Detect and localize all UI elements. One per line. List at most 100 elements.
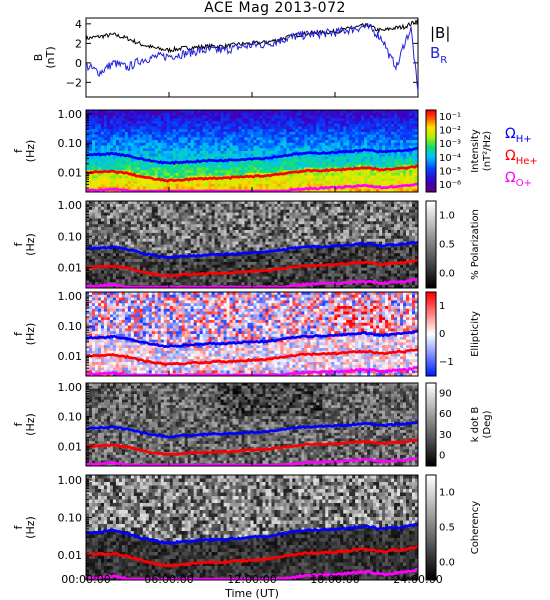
spectrogram-cell [145,238,150,242]
spectrogram-cell [226,224,230,228]
spectrogram-cell [100,244,105,248]
spectrogram-cell [388,183,392,187]
spectrogram-cell [121,232,126,237]
spectrogram-cell [118,186,123,190]
spectrogram-cell [124,270,129,274]
spectrogram-cell [202,170,207,174]
spectrogram-cell [145,230,150,234]
spectrogram-cell [94,110,99,114]
spectrogram-cell [163,126,168,130]
spectrogram-cell [349,161,353,166]
spectrogram-cell [331,126,335,130]
spectrogram-cell [148,247,153,251]
spectrogram-cell [307,118,311,122]
spectrogram-cell [271,129,275,133]
spectrogram-cell [385,189,389,193]
spectrogram-cell [274,118,278,122]
spectrogram-cell [154,131,159,135]
spectrogram-cell [193,142,198,146]
spectrogram-cell [94,201,99,205]
spectrogram-cell [190,142,195,146]
spectrogram-cell [364,186,368,190]
spectrogram-cell [307,178,311,182]
spectrogram-cell [100,115,105,119]
spectrogram-cell [328,172,332,176]
spectrogram-cell [100,221,105,225]
colorbar-swatch [426,122,436,125]
spectrogram-cell [253,134,257,138]
spectrogram-cell [196,201,201,205]
spectrogram-cell [187,134,192,138]
spectrogram-cell [145,120,150,125]
spectrogram-cell [139,172,144,176]
spectrogram-cell [334,140,338,144]
spectrogram-cell [160,206,165,211]
spectrogram-cell [157,227,162,231]
spectrogram-cell [403,145,407,149]
spectrogram-cell [250,153,254,157]
spectrogram-cell [211,241,216,245]
spectrogram-cell [130,142,135,146]
spectrogram-cell [328,131,332,135]
spectrogram-cell [139,131,144,135]
spectrogram-cell [409,159,413,163]
spectrogram-cell [202,145,207,149]
spectrogram-cell [157,164,162,168]
spectrogram-cell [97,186,102,190]
spectrogram-cell [145,264,150,269]
spectrogram-cell [331,115,335,119]
spectrogram-cell [319,175,323,179]
spectrogram-cell [289,140,293,144]
spectrogram-cell [400,134,404,138]
spectrogram-cell [340,140,344,144]
colorbar-frame [425,109,437,193]
spectrogram-cell [154,206,159,211]
spectrogram-cell [145,235,150,240]
spectrogram-cell [136,201,141,205]
spectrogram-cell [172,167,177,171]
spectrogram-cell [166,232,171,237]
spectrogram-cell [103,110,108,114]
spectrogram-cell [250,164,254,168]
spectrogram-cell [253,118,257,122]
spectrogram-cell [172,227,177,231]
spectrogram-cell [112,235,117,240]
spectrogram-cell [244,115,248,119]
spectrogram-cell [217,170,221,174]
spectrogram-cell [94,227,99,231]
spectrogram-cell [133,206,138,211]
spectrogram-cell [121,161,126,166]
spectrogram-cell [86,224,90,228]
spectrogram-cell [253,120,257,125]
spectrogram-cell [364,175,368,179]
spectrogram-cell [124,145,129,149]
spectrogram-cell [94,224,99,228]
spectrogram-cell [100,218,105,222]
spectrogram-cell [86,276,90,280]
spectrogram-cell [253,123,257,127]
spectrogram-cell [307,131,311,135]
spectrogram-cell [250,145,254,149]
spectrogram-cell [190,112,195,116]
spectrogram-cell [166,206,171,211]
spectrogram-cell [148,156,153,160]
spectrogram-cell [208,161,213,166]
spectrogram-cell [310,172,314,176]
spectrogram-cell [385,170,389,174]
spectrogram-cell [262,161,266,166]
omega-he-gyrofrequency-line [85,164,419,183]
spectrogram-cell [169,134,174,138]
spectrogram-cell [169,224,174,228]
spectrogram-cell [310,123,314,127]
spectrogram-cell [409,145,413,149]
spectrogram-cell [226,120,230,125]
spectrogram-cell [376,112,380,116]
spectrogram-cell [193,167,198,171]
spectrogram-cell [214,264,218,269]
spectrogram-cell [193,123,198,127]
spectrogram-cell [343,186,347,190]
spectrogram-cell [349,110,353,114]
spectrogram-cell [313,148,317,152]
spectrogram-cell [91,145,96,149]
spectrogram-cell [337,118,341,122]
